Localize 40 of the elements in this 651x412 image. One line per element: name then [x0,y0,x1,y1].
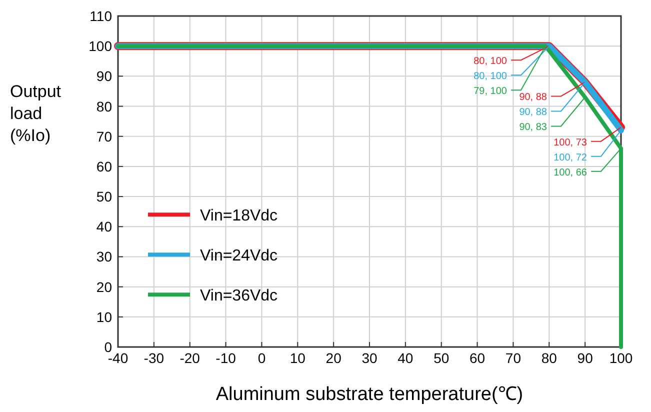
y-tick-label: 50 [96,188,112,205]
annotation: 80, 100 [474,71,508,82]
annotation: 100, 66 [554,167,588,178]
y-axis-title: Output load (%Io) [10,82,62,145]
y-tick-label: 0 [104,339,112,355]
x-tick-label: 0 [258,350,266,366]
x-tick-label: 20 [326,350,342,366]
y-tick-label: 30 [96,248,112,265]
x-tick-label: 80 [541,350,558,366]
y-tick-label: 70 [96,128,112,144]
x-tick-label: -20 [180,350,200,366]
x-tick-label: 40 [398,350,414,366]
x-tick-label: 100 [609,350,633,366]
y-tick-label: 90 [96,68,112,84]
x-tick-label: 50 [434,350,450,366]
annotation: 80, 100 [474,56,508,68]
annotation: 100, 73 [554,137,588,148]
y-tick-label: 20 [96,278,112,295]
y-tick-label: 80 [96,98,112,114]
x-tick-label: -10 [216,350,236,366]
y-tick-label: 110 [90,8,112,24]
x-tick-label: 60 [469,350,486,366]
y-tick-label: 60 [96,158,112,174]
x-tick-label: -30 [144,350,164,366]
legend-label: Vin=24Vdc [200,248,278,265]
annotation: 79, 100 [474,86,508,98]
x-axis-title: Aluminum substrate temperature(℃) [216,384,524,405]
legend-label: Vin=18Vdc [200,208,278,225]
y-tick-label: 10 [96,308,112,325]
annotation: 90, 83 [519,122,548,134]
x-tick-label: 30 [362,350,378,366]
annotation: 90, 88 [519,92,548,104]
annotation: 100, 72 [554,152,588,164]
x-tick-label: 70 [505,350,522,366]
x-tick-label: 90 [577,350,594,366]
legend-label: Vin=36Vdc [200,288,278,305]
y-tick-label: 40 [96,218,112,235]
x-tick-label: 10 [290,350,306,366]
y-tick-label: 100 [88,38,112,54]
annotation: 90, 88 [519,107,548,118]
